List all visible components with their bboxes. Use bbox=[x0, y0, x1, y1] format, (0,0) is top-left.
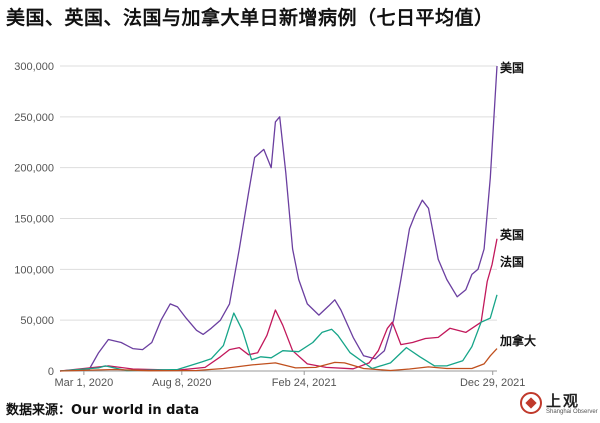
shanghai-observer-logo: 上观 Shanghai Observer bbox=[520, 390, 598, 418]
series-line-2 bbox=[59, 294, 498, 372]
series-label: 加拿大 bbox=[499, 333, 536, 348]
series-line-1 bbox=[59, 238, 498, 372]
y-tick-label: 150,000 bbox=[14, 214, 54, 226]
x-axis-ticks: Mar 1, 2020 Aug 8, 2020 Feb 24, 2021 Dec 29… bbox=[55, 371, 525, 389]
gridlines bbox=[60, 65, 497, 372]
y-tick-label: 300,000 bbox=[14, 61, 54, 73]
y-tick-label: 50,000 bbox=[20, 315, 54, 327]
y-tick-label: 200,000 bbox=[14, 163, 54, 175]
series-label: 法国 bbox=[500, 254, 524, 269]
y-axis-ticks: 0 50,000 100,000 150,000 200,000 250,000 300,0… bbox=[14, 61, 54, 378]
data-source-note: 数据来源：Our world in data bbox=[6, 403, 200, 418]
series-lines bbox=[59, 65, 498, 372]
x-tick-label: Aug 8, 2020 bbox=[152, 377, 211, 389]
x-tick-label: Dec 29, 2021 bbox=[460, 377, 525, 389]
logo-subtext: Shanghai Observer bbox=[546, 409, 598, 415]
series-line-3 bbox=[59, 348, 498, 372]
series-label: 英国 bbox=[500, 227, 524, 242]
y-tick-label: 0 bbox=[48, 366, 54, 378]
y-tick-label: 250,000 bbox=[14, 112, 54, 124]
logo-mark-icon bbox=[520, 392, 542, 414]
x-tick-label: Feb 24, 2021 bbox=[272, 377, 337, 389]
logo-text: 上观 bbox=[546, 392, 581, 410]
series-label: 美国 bbox=[500, 60, 524, 75]
series-line-0 bbox=[59, 65, 498, 372]
y-tick-label: 100,000 bbox=[14, 264, 54, 276]
x-tick-label: Mar 1, 2020 bbox=[55, 377, 114, 389]
chart-title: 美国、英国、法国与加拿大单日新增病例（七日平均值） bbox=[6, 7, 494, 29]
